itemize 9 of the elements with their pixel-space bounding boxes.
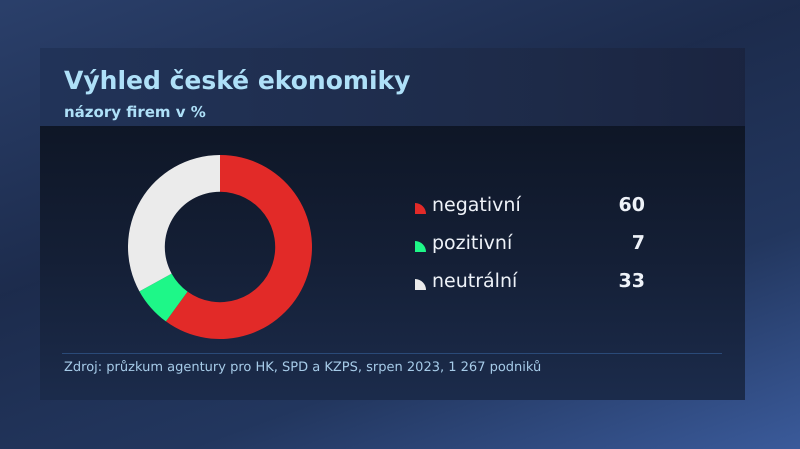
chart-subtitle: názory firem v % — [64, 103, 206, 121]
text: Zdroj: průzkum agentury pro HK, SPD a KZPS, srpen 2023, 1 267 podniků — [64, 360, 542, 375]
data-label: 33 — [618, 270, 645, 292]
legend-label: neutrální — [432, 270, 518, 292]
data-label: 7 — [632, 232, 645, 254]
legend-label: negativní — [432, 194, 521, 216]
chart-title: Výhled české ekonomiky — [64, 66, 410, 95]
legend-label: pozitivní — [432, 232, 512, 254]
data-label: 60 — [618, 194, 645, 216]
